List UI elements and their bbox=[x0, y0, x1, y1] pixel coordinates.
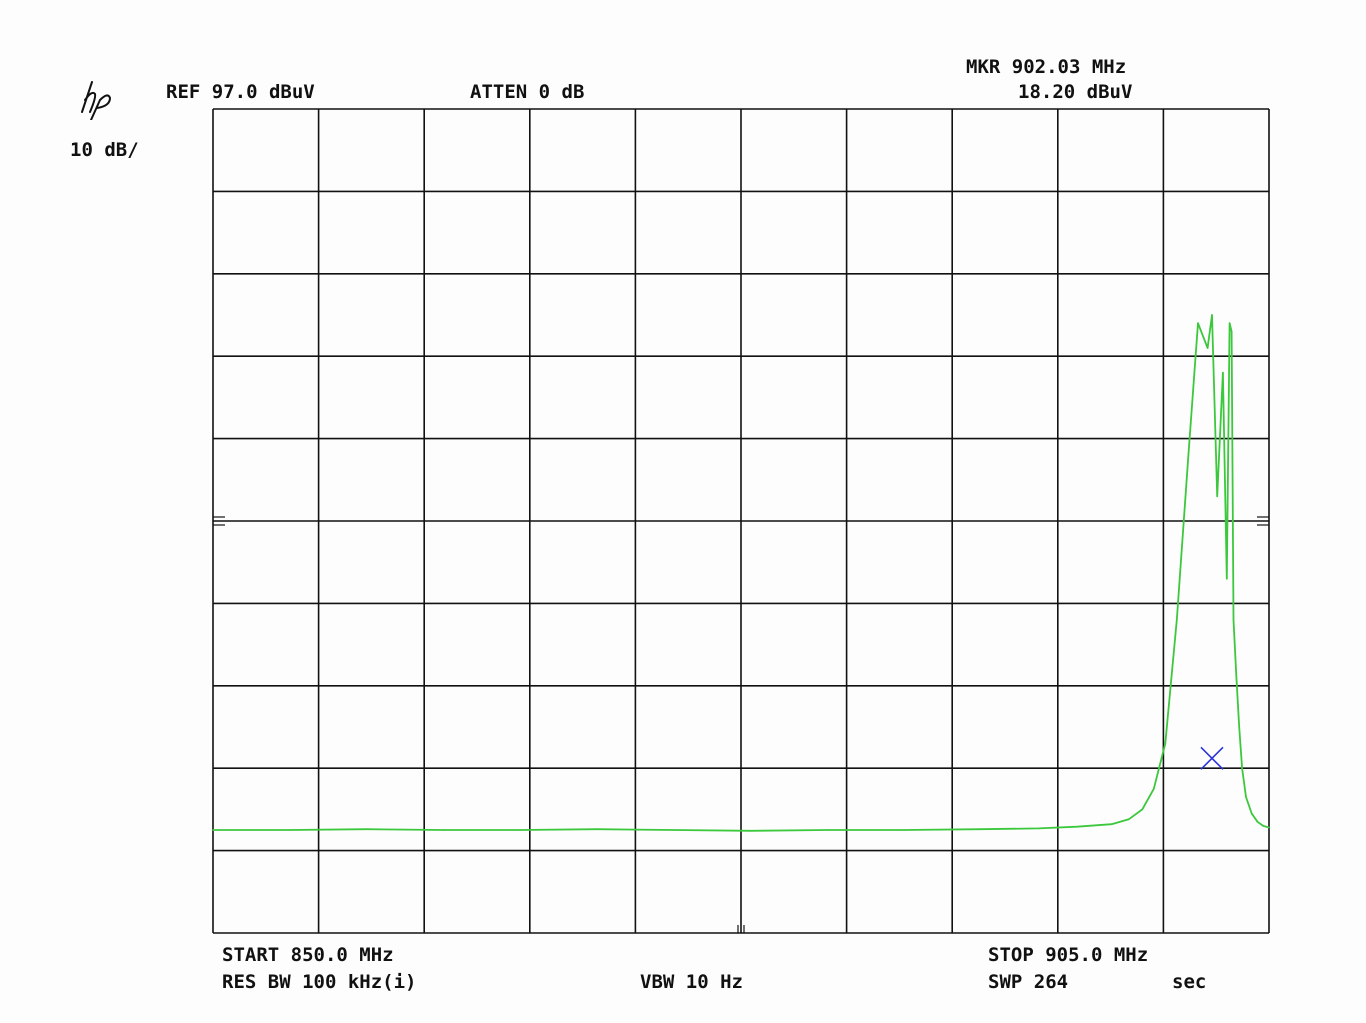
trace-point bbox=[519, 829, 521, 831]
trace-point bbox=[1226, 577, 1228, 580]
trace-point bbox=[1037, 827, 1040, 830]
trace-point bbox=[212, 829, 214, 831]
trace-point bbox=[1268, 826, 1270, 829]
trace-point bbox=[749, 830, 752, 832]
trace-point bbox=[365, 828, 368, 830]
marker-level-label: 18.20 dBuV bbox=[1018, 81, 1133, 103]
marker-x-icon bbox=[1200, 746, 1224, 770]
trace-point bbox=[1238, 726, 1240, 728]
trace-point bbox=[1241, 767, 1243, 769]
trace-point bbox=[1250, 812, 1253, 815]
trace-point bbox=[1232, 619, 1235, 621]
hp-logo-icon bbox=[81, 81, 112, 120]
ref-level-label: REF 97.0 dBuV bbox=[166, 81, 315, 103]
trace-point bbox=[596, 828, 598, 830]
trace-point bbox=[980, 828, 982, 830]
start-frequency-label: START 850.0 MHz bbox=[222, 944, 394, 966]
trace-point bbox=[1262, 825, 1264, 827]
sweep-time-label: SWP 264 bbox=[988, 971, 1069, 993]
trace-point bbox=[1211, 314, 1213, 316]
graticule bbox=[212, 108, 1270, 934]
trace-point bbox=[1216, 495, 1218, 498]
resolution-bandwidth-label: RES BW 100 kHz(i) bbox=[222, 971, 417, 993]
trace-point bbox=[1222, 371, 1224, 374]
trace-point bbox=[442, 829, 445, 831]
trace-point bbox=[1206, 347, 1209, 349]
trace-point bbox=[1141, 808, 1144, 811]
trace-point bbox=[673, 829, 675, 831]
scale-label: 10 dB/ bbox=[70, 139, 139, 161]
trace-point bbox=[1164, 742, 1167, 745]
trace-point bbox=[826, 829, 829, 831]
trace-layer bbox=[212, 314, 1270, 832]
marker-frequency-label: MKR 902.03 MHz bbox=[966, 56, 1127, 78]
trace-point bbox=[1256, 821, 1259, 823]
trace-point bbox=[1128, 818, 1130, 821]
sweep-unit-label: sec bbox=[1172, 971, 1207, 993]
trace-point bbox=[1228, 322, 1231, 325]
trace-point bbox=[1110, 823, 1113, 825]
attenuation-label: ATTEN 0 dB bbox=[470, 81, 585, 103]
trace-point bbox=[1176, 619, 1178, 621]
trace-point bbox=[1245, 796, 1247, 798]
stop-frequency-label: STOP 905.0 MHz bbox=[988, 944, 1149, 966]
trace-point bbox=[1076, 825, 1078, 828]
trace-point bbox=[1235, 676, 1238, 679]
video-bandwidth-label: VBW 10 Hz bbox=[640, 971, 743, 993]
trace-point bbox=[1230, 330, 1233, 333]
trace-point bbox=[903, 829, 905, 831]
trace-point bbox=[1197, 322, 1199, 325]
trace-point bbox=[289, 829, 291, 831]
trace-point bbox=[1153, 788, 1155, 790]
trace-point bbox=[1187, 454, 1190, 456]
marker-layer bbox=[1200, 746, 1224, 770]
